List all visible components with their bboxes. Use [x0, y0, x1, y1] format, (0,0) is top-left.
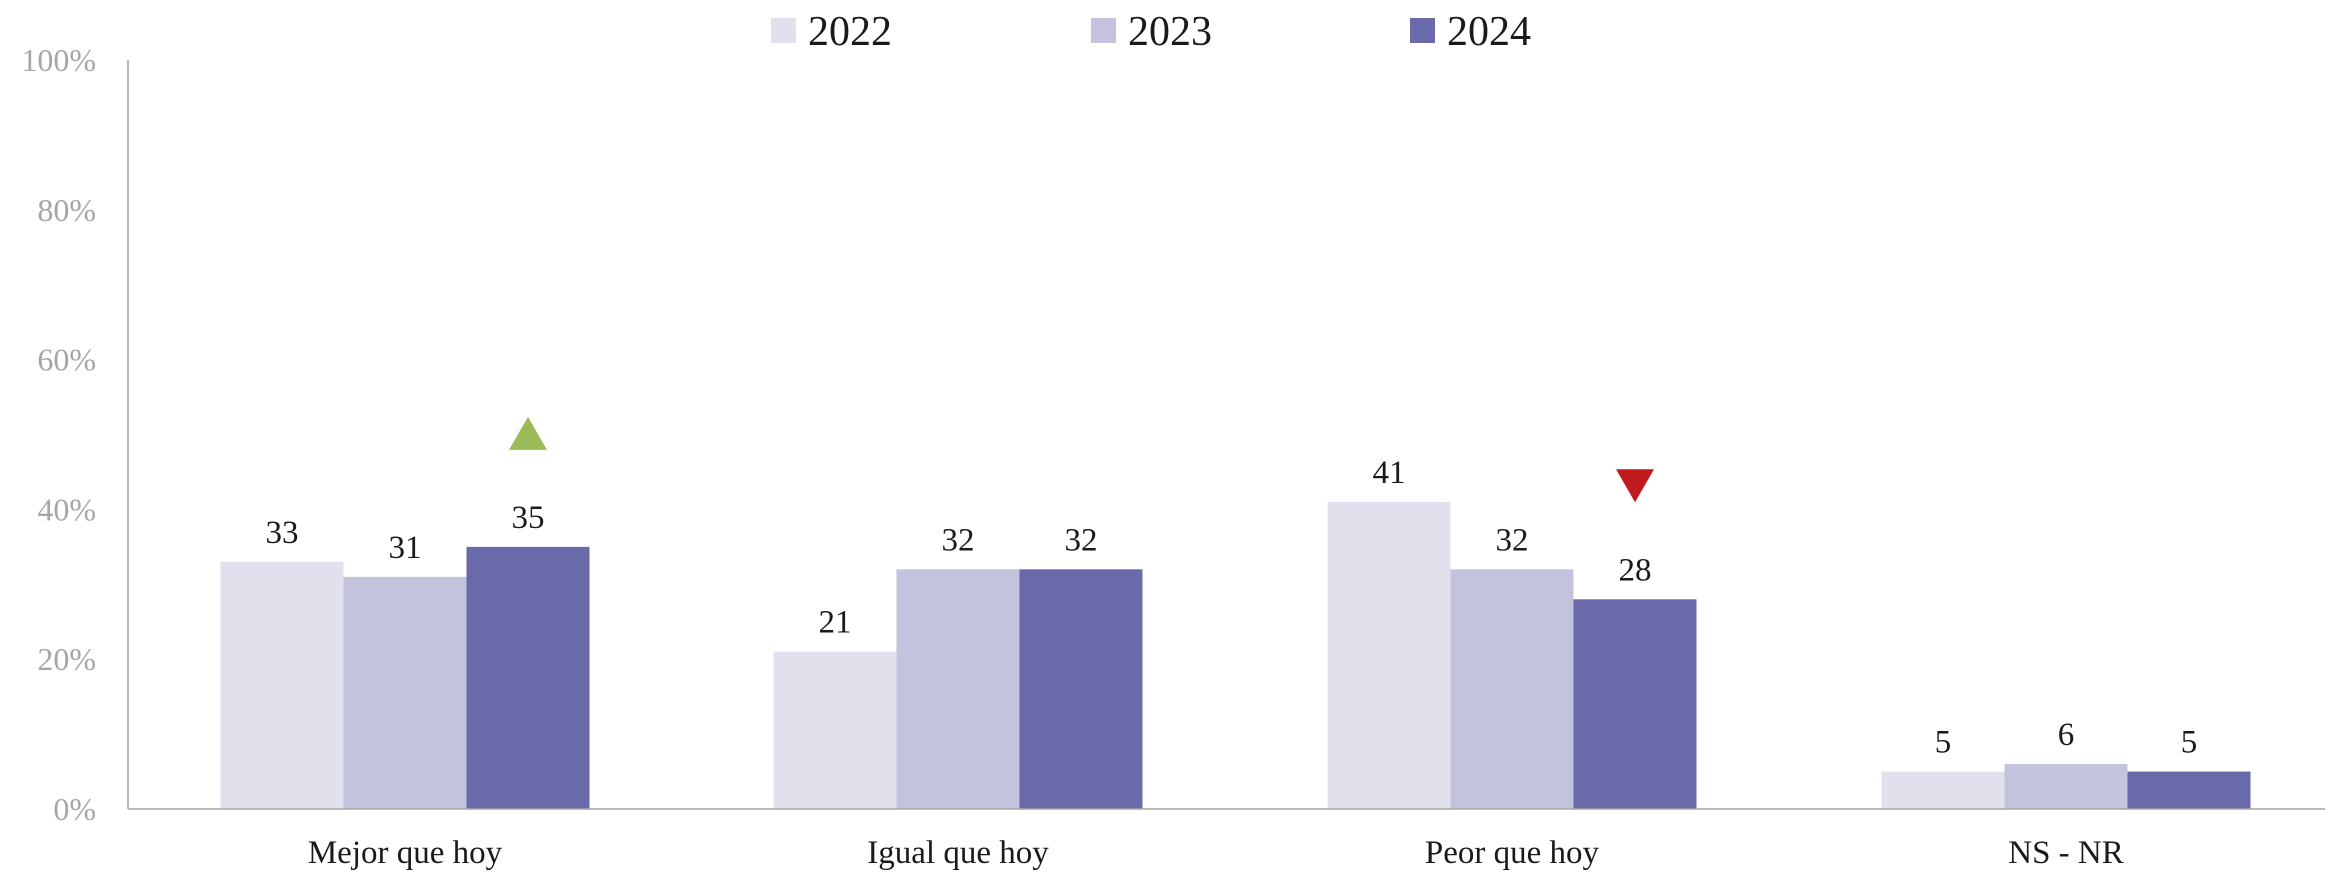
y-tick-label: 0%: [53, 791, 96, 827]
data-label-ns-nr-2024: 5: [2181, 725, 2198, 761]
bar-mejor-que-hoy-2024: [466, 546, 590, 809]
data-label-ns-nr-2022: 5: [1935, 725, 1952, 761]
x-tick-label-ns-nr: NS - NR: [2008, 835, 2124, 871]
bar-mejor-que-hoy-2023: [343, 576, 467, 809]
data-label-mejor-que-hoy-2024: 35: [512, 500, 545, 536]
bar-ns-nr-2022: [1881, 771, 2005, 809]
y-tick-label: 60%: [37, 342, 96, 378]
up-triangle-icon: [509, 416, 547, 450]
legend-swatch-2023: [1091, 18, 1116, 43]
data-label-ns-nr-2023: 6: [2058, 717, 2075, 753]
data-label-mejor-que-hoy-2023: 31: [389, 530, 422, 566]
bar-igual-que-hoy-2023: [896, 569, 1020, 809]
x-tick-label-mejor-que-hoy: Mejor que hoy: [308, 835, 503, 871]
data-label-igual-que-hoy-2023: 32: [942, 522, 975, 558]
legend-swatch-2024: [1410, 18, 1435, 43]
data-label-igual-que-hoy-2024: 32: [1065, 522, 1098, 558]
down-triangle-icon: [1616, 469, 1654, 503]
legend-swatch-2022: [771, 18, 796, 43]
data-labels: 33 21 41 5 31 32 32 6 35 32 28 5: [266, 455, 2198, 761]
y-tick-label: 80%: [37, 192, 96, 228]
data-label-peor-que-hoy-2022: 41: [1373, 455, 1406, 491]
y-tick-label: 20%: [37, 641, 96, 677]
bar-igual-que-hoy-2022: [773, 651, 897, 809]
bars: [220, 501, 2251, 809]
bar-ns-nr-2024: [2127, 771, 2251, 809]
data-label-igual-que-hoy-2022: 21: [819, 605, 852, 641]
x-axis: Mejor que hoy Igual que hoy Peor que hoy NS…: [128, 808, 2325, 871]
data-label-peor-que-hoy-2024: 28: [1619, 552, 1652, 588]
legend: 2022 2023 2024: [771, 9, 1531, 55]
y-axis: 0% 20% 40% 60% 80% 100%: [21, 42, 129, 827]
legend-label-2023: 2023: [1128, 9, 1212, 55]
bar-ns-nr-2023: [2004, 764, 2128, 809]
bar-igual-que-hoy-2024: [1019, 569, 1143, 809]
x-tick-label-peor-que-hoy: Peor que hoy: [1425, 835, 1600, 871]
legend-label-2022: 2022: [808, 9, 892, 55]
y-tick-label: 100%: [21, 42, 96, 78]
annotations: [509, 416, 1654, 503]
data-label-peor-que-hoy-2023: 32: [1496, 522, 1529, 558]
x-tick-label-igual-que-hoy: Igual que hoy: [867, 835, 1049, 871]
bar-peor-que-hoy-2023: [1450, 569, 1574, 809]
bar-peor-que-hoy-2024: [1573, 599, 1697, 809]
y-tick-label: 40%: [37, 491, 96, 527]
bar-peor-que-hoy-2022: [1327, 501, 1451, 809]
legend-label-2024: 2024: [1447, 9, 1531, 55]
data-label-mejor-que-hoy-2022: 33: [266, 515, 299, 551]
bar-mejor-que-hoy-2022: [220, 561, 344, 809]
